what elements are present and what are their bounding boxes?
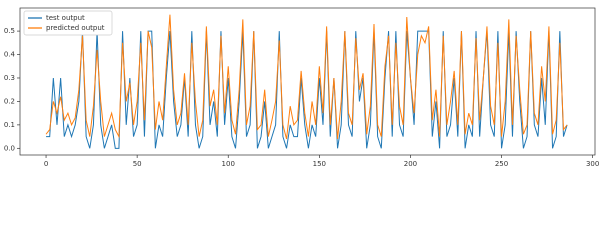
page: 0.0 0.1 0.2 0.3 0.4 0.5 0 50 100 150 200 250 300 test… [3,7,600,168]
x-tick-label: 300 [586,160,599,168]
legend-label: test output [46,14,85,22]
chart: 0.0 0.1 0.2 0.3 0.4 0.5 0 50 100 150 200 250 300 test… [4,7,599,168]
plot-frame [19,7,596,156]
y-tick-label: 0.4 [4,51,16,59]
y-tick-label: 0.0 [4,144,15,152]
series-line [46,30,568,149]
x-tick-label: 100 [222,160,235,168]
x-tick-label: 150 [313,160,326,168]
x-tick-label: 0 [44,160,48,168]
x-tick-label: 50 [133,160,142,168]
y-tick-label: 0.3 [4,74,15,82]
legend-label: predicted output [46,24,105,32]
series-line [45,14,568,140]
legend-box [23,10,113,36]
y-tick-label: 0.2 [4,97,15,105]
x-tick-label: 200 [404,160,417,168]
y-tick-label: 0.5 [4,27,15,35]
y-tick-label: 0.1 [4,121,15,129]
legend: test output predicted output [23,10,113,36]
x-tick-label: 250 [495,160,508,168]
